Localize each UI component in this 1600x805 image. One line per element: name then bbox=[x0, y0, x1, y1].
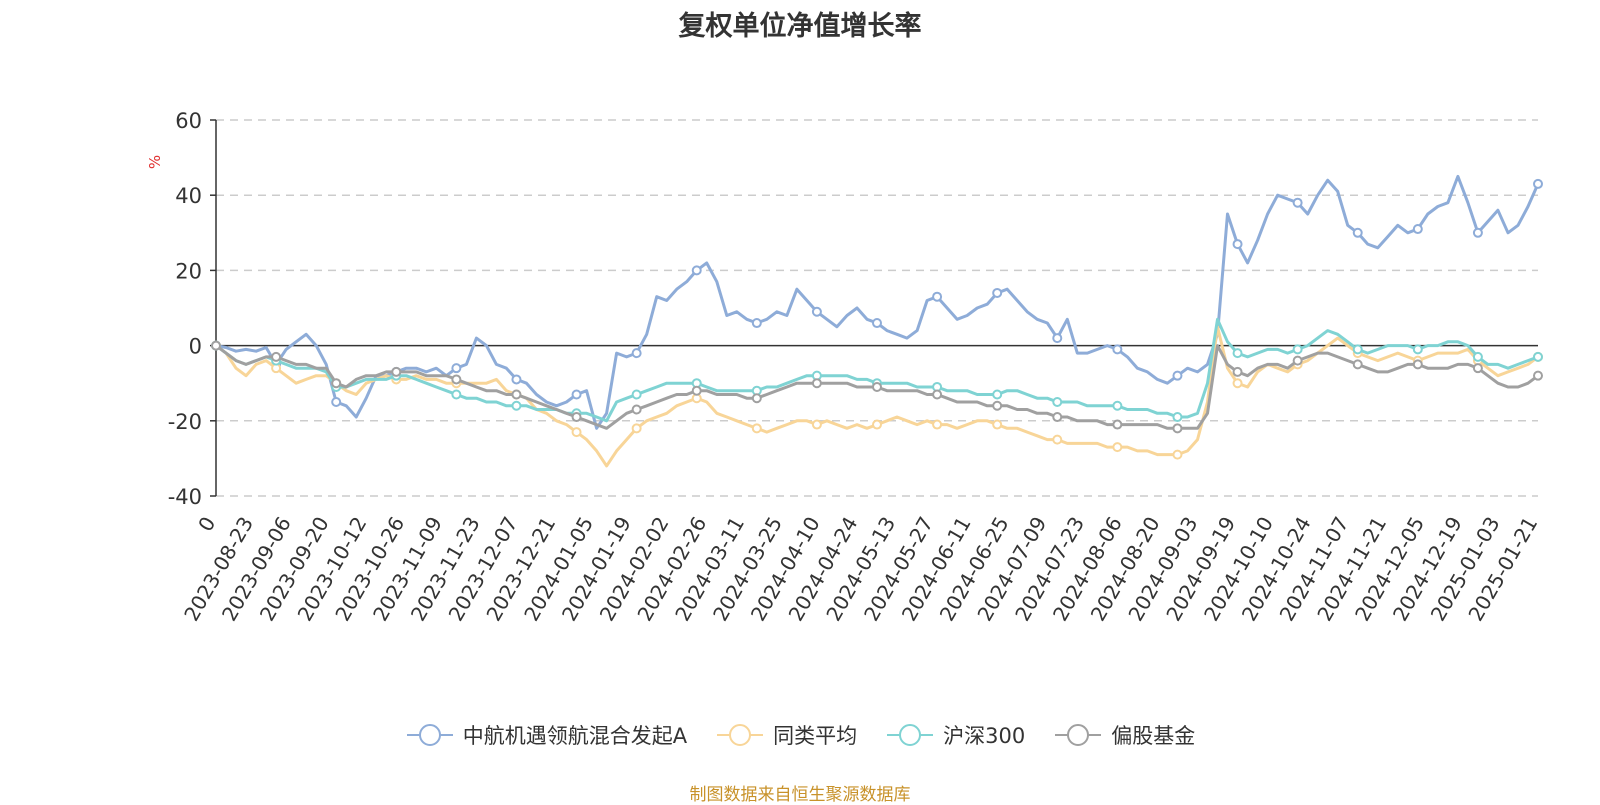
y-tick-label: -40 bbox=[168, 485, 202, 509]
y-tick-label: 20 bbox=[175, 259, 202, 283]
series-point-0 bbox=[451, 363, 462, 374]
legend-marker-icon bbox=[887, 724, 934, 746]
series-point-2 bbox=[1472, 351, 1483, 362]
series-point-2 bbox=[1172, 412, 1183, 423]
series-point-0 bbox=[511, 374, 522, 385]
y-axis-label: % bbox=[146, 155, 164, 169]
series-point-3 bbox=[872, 381, 882, 392]
series-point-2 bbox=[1052, 397, 1063, 407]
series-point-0 bbox=[751, 318, 762, 329]
series-point-2 bbox=[1412, 344, 1423, 355]
series-point-2 bbox=[992, 389, 1003, 400]
series-point-1 bbox=[932, 419, 943, 430]
series-point-2 bbox=[511, 400, 522, 411]
series-point-0 bbox=[571, 389, 582, 400]
series-point-0 bbox=[1352, 227, 1363, 238]
series-point-3 bbox=[631, 404, 642, 415]
legend-label: 同类平均 bbox=[773, 724, 858, 748]
series-point-3 bbox=[751, 393, 762, 404]
series-point-1 bbox=[751, 423, 762, 434]
series-point-0 bbox=[331, 397, 342, 407]
y-tick-label: 60 bbox=[175, 109, 202, 133]
y-tick-label: 0 bbox=[189, 335, 202, 359]
series-point-3 bbox=[1112, 419, 1123, 430]
legend-label: 偏股基金 bbox=[1111, 724, 1196, 748]
series-point-3 bbox=[271, 351, 282, 362]
series-point-2 bbox=[1352, 344, 1363, 355]
legend-label: 中航机遇领航混合发起A bbox=[462, 724, 688, 748]
series-point-2 bbox=[631, 389, 642, 400]
series-point-0 bbox=[932, 291, 943, 302]
chart-title: 复权单位净值增长率 bbox=[678, 11, 922, 42]
grid-lines bbox=[216, 119, 1538, 497]
series-line-1 bbox=[215, 325, 1539, 468]
series-point-3 bbox=[1472, 363, 1483, 374]
series-point-3 bbox=[451, 374, 462, 385]
series-point-3 bbox=[331, 378, 342, 389]
legend-item[interactable]: 沪深300 bbox=[885, 720, 1025, 750]
legend-item[interactable]: 中航机遇领航混合发起A bbox=[405, 720, 687, 750]
series-point-3 bbox=[511, 389, 522, 400]
series-point-3 bbox=[1052, 412, 1063, 423]
series-point-0 bbox=[1292, 197, 1303, 208]
series-point-3 bbox=[211, 340, 221, 351]
series-point-3 bbox=[992, 400, 1003, 411]
line-chart: 6040200-20-40%02023-08-232023-09-062023-… bbox=[146, 109, 1543, 625]
series-point-1 bbox=[571, 427, 582, 438]
legend: 中航机遇领航混合发起A 同类平均 沪深300 偏股基金 bbox=[0, 720, 1600, 750]
series-point-1 bbox=[992, 419, 1003, 430]
axes bbox=[210, 119, 1538, 497]
x-tick-label: 0 bbox=[193, 513, 220, 536]
legend-label: 沪深300 bbox=[943, 724, 1026, 748]
series-point-0 bbox=[811, 306, 822, 317]
series-point-0 bbox=[992, 287, 1003, 298]
series-point-0 bbox=[1533, 178, 1543, 189]
series-point-2 bbox=[1232, 348, 1243, 359]
series-point-0 bbox=[631, 348, 642, 359]
series-point-3 bbox=[571, 412, 582, 423]
series-point-1 bbox=[872, 419, 882, 430]
y-tick-label: -20 bbox=[168, 410, 202, 434]
legend-item[interactable]: 同类平均 bbox=[715, 720, 857, 750]
series-point-1 bbox=[631, 423, 642, 434]
series-point-3 bbox=[1533, 370, 1543, 381]
series-point-0 bbox=[1472, 227, 1483, 238]
series-point-2 bbox=[1112, 400, 1123, 411]
series-point-0 bbox=[1232, 239, 1243, 250]
series-point-3 bbox=[691, 385, 702, 396]
series-point-3 bbox=[1172, 423, 1183, 434]
series-point-0 bbox=[1412, 224, 1423, 235]
series-point-1 bbox=[811, 419, 822, 430]
source-note: 制图数据来自恒生聚源数据库 bbox=[689, 785, 911, 805]
series-point-1 bbox=[1232, 378, 1243, 389]
legend-marker-icon bbox=[406, 724, 453, 746]
series-point-0 bbox=[1172, 370, 1183, 381]
legend-marker-icon bbox=[717, 724, 764, 746]
series-point-3 bbox=[1352, 359, 1363, 370]
series-point-1 bbox=[1172, 449, 1183, 460]
series-line-2 bbox=[215, 317, 1539, 423]
series-point-0 bbox=[1052, 333, 1063, 344]
series-point-1 bbox=[1052, 434, 1063, 445]
series-point-0 bbox=[1112, 344, 1123, 355]
series-point-2 bbox=[1533, 351, 1543, 362]
series-point-3 bbox=[932, 389, 943, 400]
series-point-1 bbox=[1112, 442, 1123, 453]
y-tick-label: 40 bbox=[175, 184, 202, 208]
series-lines bbox=[211, 174, 1543, 468]
series-point-3 bbox=[1412, 359, 1423, 370]
legend-item[interactable]: 偏股基金 bbox=[1053, 720, 1195, 750]
series-point-3 bbox=[391, 366, 402, 377]
legend-marker-icon bbox=[1055, 724, 1102, 746]
series-point-3 bbox=[1292, 355, 1303, 366]
series-point-2 bbox=[451, 389, 462, 400]
series-point-0 bbox=[691, 265, 702, 276]
series-point-3 bbox=[1232, 366, 1243, 377]
series-point-2 bbox=[1292, 344, 1303, 355]
series-point-0 bbox=[872, 318, 882, 329]
series-point-3 bbox=[811, 378, 822, 389]
